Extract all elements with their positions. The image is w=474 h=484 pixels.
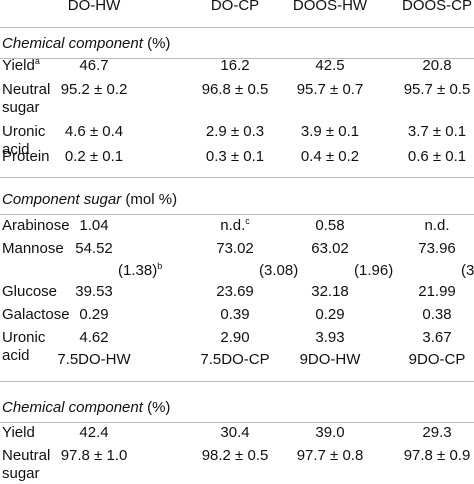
cell-value: 63.02 bbox=[311, 240, 349, 257]
column-header: 7.5DO-CP bbox=[200, 351, 270, 368]
cell-value: 23.69 bbox=[216, 283, 254, 300]
rule-line bbox=[0, 422, 474, 423]
cell-value: 0.4 ± 0.2 bbox=[300, 148, 360, 165]
cell-value-text: n.d. bbox=[220, 217, 246, 234]
row-label-text: Neutral sugar bbox=[2, 81, 51, 116]
cell-value: 0.6 ± 0.1 bbox=[407, 148, 467, 165]
cell-value: 2.90 bbox=[220, 329, 250, 346]
section-name: Chemical component bbox=[2, 399, 143, 416]
row-label: Neutral sugar bbox=[2, 81, 74, 117]
cell-value: 3.7 ± 0.1 bbox=[407, 123, 467, 140]
column-header: 9DO-CP bbox=[408, 351, 466, 368]
cell-value: 54.52 bbox=[75, 240, 113, 257]
row-label: Mannose bbox=[2, 240, 74, 258]
cell-value: 0.38 bbox=[422, 306, 452, 323]
rule-line bbox=[0, 58, 474, 59]
cell-value: 98.2 ± 0.5 bbox=[201, 447, 269, 464]
cell-value: n.d. bbox=[424, 217, 450, 234]
cell-value: 42.5 bbox=[315, 57, 345, 74]
cell-value: 0.2 ± 0.1 bbox=[64, 148, 124, 165]
rule-line bbox=[0, 381, 474, 382]
row-label: Glucose bbox=[2, 283, 74, 301]
row-label-text: Arabinose bbox=[2, 217, 70, 234]
cell-value: 39.53 bbox=[75, 283, 113, 300]
section-title: Chemical component (%) bbox=[2, 399, 170, 417]
cell-value: 4.62 bbox=[79, 329, 109, 346]
cell-value: 95.2 ± 0.2 bbox=[60, 81, 128, 98]
footnote-mark: b bbox=[157, 261, 163, 271]
row-label: Uronic acid bbox=[2, 123, 74, 159]
cell-value: 39.0 bbox=[315, 424, 345, 441]
column-header: 9DO-HW bbox=[299, 351, 361, 368]
cell-value: 3.9 ± 0.1 bbox=[300, 123, 360, 140]
footnote-mark: c bbox=[245, 216, 250, 226]
cell-value: 32.18 bbox=[311, 283, 349, 300]
cell-sub-value-text: (1.38) bbox=[118, 262, 158, 279]
row-label-text: Yield bbox=[2, 424, 35, 441]
cell-value: 95.7 ± 0.5 bbox=[403, 81, 471, 98]
cell-value: 1.04 bbox=[79, 217, 109, 234]
section-title: Component sugar (mol %) bbox=[2, 191, 177, 209]
cell-value: 97.7 ± 0.8 bbox=[296, 447, 364, 464]
section-unit: (mol %) bbox=[125, 191, 178, 208]
row-label: Protein bbox=[2, 148, 74, 166]
cell-sub-value: (1.38)b bbox=[118, 262, 162, 280]
cell-value: 96.8 ± 0.5 bbox=[201, 81, 269, 98]
cell-value: 21.99 bbox=[418, 283, 456, 300]
rule-line bbox=[0, 177, 474, 178]
cell-value: n.d.c bbox=[220, 217, 250, 235]
rule-line bbox=[0, 214, 474, 215]
row-label-text: Uronic acid bbox=[2, 329, 46, 364]
cell-value: 3.67 bbox=[422, 329, 452, 346]
column-header: DOOS-CP bbox=[401, 0, 473, 14]
row-label-text: Uronic acid bbox=[2, 123, 46, 158]
cell-value: 30.4 bbox=[220, 424, 250, 441]
column-header: DO-CP bbox=[210, 0, 260, 14]
section-name: Chemical component bbox=[2, 35, 143, 52]
cell-value: 0.39 bbox=[220, 306, 250, 323]
row-label: Arabinose bbox=[2, 217, 74, 235]
row-label-text: Neutral sugar bbox=[2, 447, 51, 482]
row-label-text: Galactose bbox=[2, 306, 70, 323]
cell-value: 0.29 bbox=[315, 306, 345, 323]
cell-value: 73.02 bbox=[216, 240, 254, 257]
cell-value: 0.3 ± 0.1 bbox=[205, 148, 265, 165]
row-label-text: Mannose bbox=[2, 240, 64, 257]
row-label: Yield bbox=[2, 424, 74, 442]
row-label: Galactose bbox=[2, 306, 74, 324]
cell-value: 42.4 bbox=[79, 424, 109, 441]
section-unit: (%) bbox=[147, 399, 171, 416]
cell-sub-value: (3.08) bbox=[259, 262, 299, 279]
column-header: DO-HW bbox=[67, 0, 121, 14]
cell-value: 0.58 bbox=[315, 217, 345, 234]
cell-value: 16.2 bbox=[220, 57, 250, 74]
cell-value: 46.7 bbox=[79, 57, 109, 74]
row-label-text: Glucose bbox=[2, 283, 58, 300]
row-label-text: Protein bbox=[2, 148, 50, 165]
rule-line bbox=[0, 27, 474, 28]
cell-value: 29.3 bbox=[422, 424, 452, 441]
cell-value: 97.8 ± 0.9 bbox=[403, 447, 471, 464]
cell-value: 73.96 bbox=[418, 240, 456, 257]
column-header: 7.5DO-HW bbox=[57, 351, 131, 368]
cell-value: 0.29 bbox=[79, 306, 109, 323]
cell-value: 95.7 ± 0.7 bbox=[296, 81, 364, 98]
cell-sub-value: (1.96) bbox=[354, 262, 394, 279]
row-label: Neutral sugar bbox=[2, 447, 74, 483]
row-label: Yielda bbox=[2, 57, 74, 75]
cell-value: 4.6 ± 0.4 bbox=[64, 123, 124, 140]
cell-value: 20.8 bbox=[422, 57, 452, 74]
cell-value: 97.8 ± 1.0 bbox=[60, 447, 128, 464]
section-name: Component sugar bbox=[2, 191, 122, 208]
row-label: Uronic acid bbox=[2, 329, 74, 365]
column-header: DOOS-HW bbox=[292, 0, 368, 14]
row-label-text: Yield bbox=[2, 57, 35, 74]
cell-value: 3.93 bbox=[315, 329, 345, 346]
cell-value: 2.9 ± 0.3 bbox=[205, 123, 265, 140]
footnote-mark: a bbox=[34, 56, 40, 66]
cell-sub-value: (3.36) bbox=[461, 262, 474, 279]
section-unit: (%) bbox=[147, 35, 171, 52]
section-title: Chemical component (%) bbox=[2, 35, 170, 53]
